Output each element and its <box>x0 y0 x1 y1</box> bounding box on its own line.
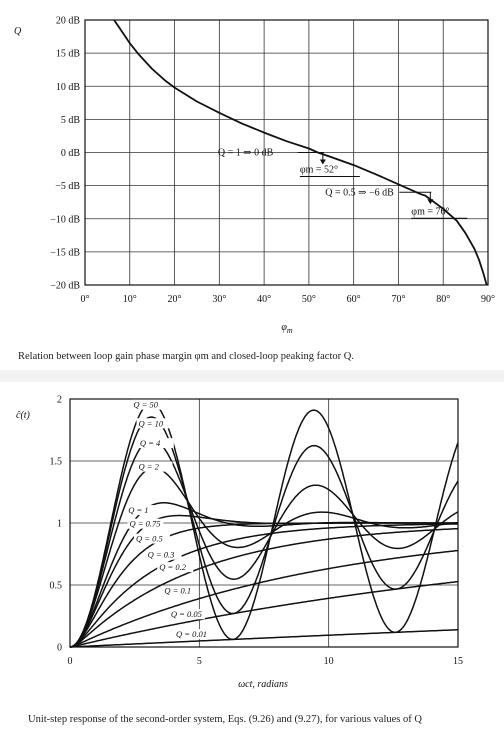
step-response-figure: 0 5 10 15 0 0.5 1 1.5 2 Q = 50 Q = 10 Q = 4 Q = 2 Q … <box>0 382 504 736</box>
q-label-backdrop <box>127 518 164 529</box>
y-tick-label: −20 dB <box>50 281 80 292</box>
x-tick-label: 70° <box>391 294 405 305</box>
figure-caption: Unit-step response of the second-order s… <box>28 714 422 725</box>
x-tick-label: 0° <box>81 294 90 305</box>
step-response-curve <box>69 580 459 648</box>
y-tick-label: 0 <box>57 643 62 654</box>
x-tick-label: 15 <box>453 656 463 667</box>
annotation-q1-label: Q = 1 ⇒ 0 dB <box>218 148 274 159</box>
q-label: Q = 50 <box>133 400 158 410</box>
y-tick-label: 15 dB <box>56 49 81 60</box>
y-tick-label: 2 <box>57 395 62 406</box>
x-axis-label: φm <box>281 322 293 335</box>
q-label: Q = 0.75 <box>129 519 160 529</box>
q-label-backdrop <box>174 629 211 640</box>
q-label-backdrop <box>126 505 163 516</box>
y-tick-label: 5 dB <box>61 115 81 126</box>
q-label: Q = 0.3 <box>148 550 175 560</box>
step-response-chart: 0 5 10 15 0 0.5 1 1.5 2 Q = 50 Q = 10 Q = 4 Q = 2 Q … <box>0 382 504 736</box>
q-label-backdrop <box>133 533 170 544</box>
y-axis-label: ĉ(t) <box>16 410 31 421</box>
step-response-curve <box>70 628 459 648</box>
figure-caption: Relation between loop gain phase margin … <box>18 351 354 362</box>
y-tick-label: 1.5 <box>50 457 63 468</box>
q-label: Q = 0.05 <box>171 609 202 619</box>
x-tick-label: 60° <box>347 294 361 305</box>
y-tick-label: −15 dB <box>50 247 80 258</box>
x-tick-label: 80° <box>436 294 450 305</box>
q-label: Q = 0.2 <box>159 562 186 572</box>
x-tick-label: 0 <box>68 656 73 667</box>
q-label: Q = 1 <box>128 505 148 515</box>
x-tick-label: 10 <box>324 656 334 667</box>
q-label: Q = 0.1 <box>164 586 191 596</box>
step-response-curve <box>69 438 459 648</box>
annotation-q05-arrowhead <box>427 199 434 205</box>
x-tick-label: 40° <box>257 294 271 305</box>
q-label-backdrop <box>157 562 194 573</box>
y-tick-label: 1 <box>57 519 62 530</box>
plot-frame <box>84 19 489 286</box>
step-response-curve <box>69 467 459 648</box>
figure-divider <box>0 370 504 382</box>
y-axis-label: Q <box>14 26 22 37</box>
q-label-backdrop <box>145 549 182 560</box>
annotation-pm52-label: φm = 52° <box>300 165 338 176</box>
annotation-pm76-label: φm = 76° <box>411 206 449 217</box>
y-tick-label: −5 dB <box>55 181 80 192</box>
phase-margin-chart: 0° 10° 20° 30° 40° 50° 60° 70° 80° 90° 20 dB 15 dB 1… <box>14 15 495 362</box>
y-tick-label: 20 dB <box>56 16 81 27</box>
annotation-q1-arrowhead <box>319 159 326 165</box>
q-label-backdrop <box>162 585 199 596</box>
y-tick-label: 0.5 <box>50 581 63 592</box>
x-tick-label: 90° <box>481 294 495 305</box>
x-tick-label: 50° <box>302 294 316 305</box>
q-label-backdrop <box>168 609 205 620</box>
q-label-backdrop <box>136 461 173 472</box>
step-response-curve <box>69 549 459 648</box>
x-tick-label: 20° <box>168 294 182 305</box>
q-label-backdrop <box>136 418 173 429</box>
x-tick-label: 10° <box>123 294 137 305</box>
x-tick-label: 30° <box>212 294 226 305</box>
q-label: Q = 4 <box>140 438 161 448</box>
y-tick-label: −10 dB <box>50 214 80 225</box>
step-response-curve <box>69 523 459 648</box>
q-label-backdrop <box>137 438 174 449</box>
q-label: Q = 2 <box>139 462 160 472</box>
y-tick-label: 10 dB <box>56 82 81 93</box>
q-label: Q = 10 <box>139 418 164 428</box>
annotation-q05-label: Q = 0.5 ⇒ −6 dB <box>325 187 394 198</box>
q-label: Q = 0.5 <box>136 534 163 544</box>
x-tick-label: 5 <box>197 656 202 667</box>
step-response-curve <box>69 522 458 648</box>
phase-margin-figure: 0° 10° 20° 30° 40° 50° 60° 70° 80° 90° 20 dB 15 dB 1… <box>14 15 495 362</box>
q-label-backdrop <box>131 399 168 410</box>
q-label: Q = 0.01 <box>176 629 207 639</box>
x-axis-label: ωct, radians <box>238 679 288 690</box>
y-tick-label: 0 dB <box>61 148 81 159</box>
step-response-curve <box>69 527 458 648</box>
